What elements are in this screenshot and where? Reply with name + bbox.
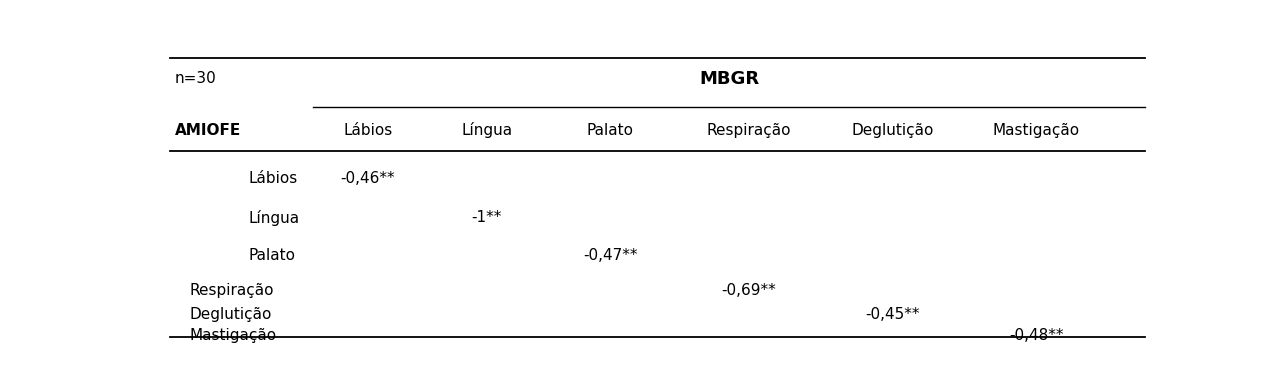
Text: -0,46**: -0,46** bbox=[340, 171, 395, 186]
Text: Mastigação: Mastigação bbox=[993, 123, 1080, 138]
Text: Língua: Língua bbox=[461, 122, 512, 138]
Text: MBGR: MBGR bbox=[699, 70, 759, 88]
Text: Deglutição: Deglutição bbox=[851, 123, 934, 138]
Text: Respiração: Respiração bbox=[189, 283, 273, 298]
Text: Língua: Língua bbox=[249, 210, 300, 225]
Text: Palato: Palato bbox=[249, 248, 296, 263]
Text: AMIOFE: AMIOFE bbox=[175, 123, 240, 138]
Text: -0,45**: -0,45** bbox=[865, 307, 920, 322]
Text: -0,48**: -0,48** bbox=[1010, 328, 1063, 343]
Text: Lábios: Lábios bbox=[343, 123, 392, 138]
Text: -0,47**: -0,47** bbox=[583, 248, 638, 263]
Text: n=30: n=30 bbox=[175, 71, 216, 86]
Text: Mastigação: Mastigação bbox=[189, 328, 276, 343]
Text: Deglutição: Deglutição bbox=[189, 307, 272, 322]
Text: Respiração: Respiração bbox=[707, 123, 791, 138]
Text: -1**: -1** bbox=[472, 210, 502, 225]
Text: -0,69**: -0,69** bbox=[722, 283, 777, 298]
Text: Palato: Palato bbox=[587, 123, 634, 138]
Text: Lábios: Lábios bbox=[249, 171, 298, 186]
